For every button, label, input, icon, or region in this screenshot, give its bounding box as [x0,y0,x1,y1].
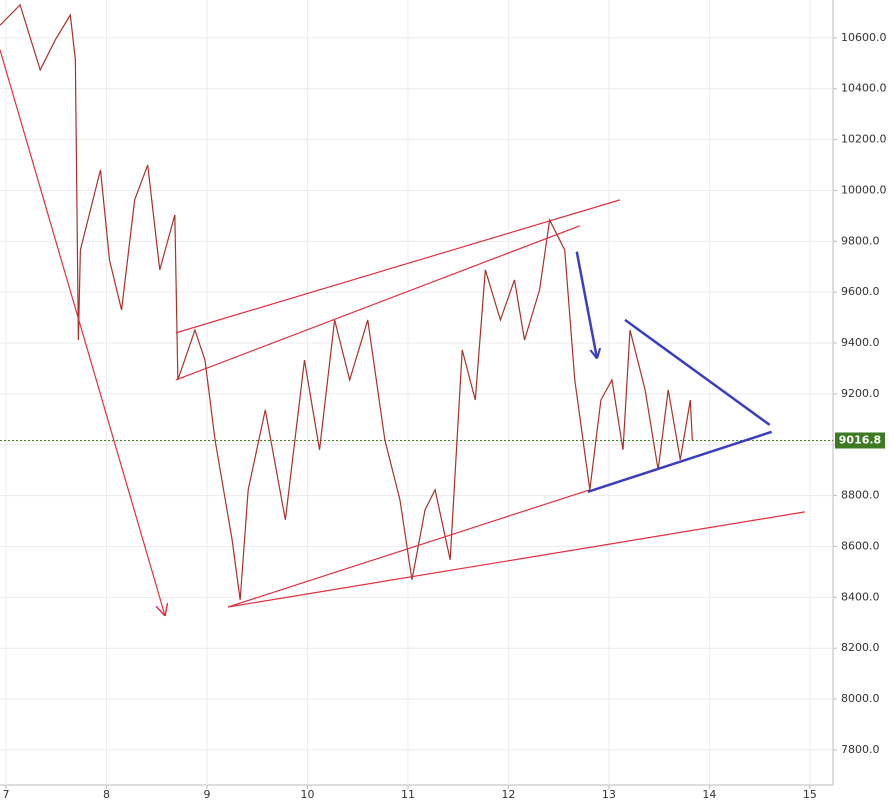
y-tick-label: 10000.0 [841,183,887,196]
trend-line [175,225,580,381]
trend-line [0,49,165,615]
y-tick-label: 7800.0 [841,743,880,756]
trend-line [624,318,771,426]
y-tick-label: 8400.0 [841,590,880,603]
y-tick-label: 10400.0 [841,82,887,95]
trend-line [175,199,621,334]
y-tick-label: 8000.0 [841,692,880,705]
last-price-box [835,432,885,449]
x-tick-label: 11 [401,788,415,801]
price-line [0,3,693,600]
y-tick-label: 9400.0 [841,336,880,349]
trend-line [227,511,805,608]
y-tick-label: 8800.0 [841,489,880,502]
trend-line [587,430,773,493]
last-price-label: 9016.8 [839,433,881,446]
x-tick-label: 7 [3,788,10,801]
trend-line [575,251,597,358]
x-tick-label: 9 [203,788,210,801]
x-tick-label: 15 [803,788,817,801]
x-tick-label: 13 [602,788,616,801]
trend-line [227,489,591,608]
y-tick-label: 9800.0 [841,234,880,247]
y-tick-label: 9600.0 [841,285,880,298]
y-tick-label: 10200.0 [841,133,887,146]
y-tick-label: 10600.0 [841,31,887,44]
x-tick-label: 12 [501,788,515,801]
x-tick-label: 14 [702,788,716,801]
x-tick-label: 8 [103,788,110,801]
y-tick-label: 8200.0 [841,641,880,654]
y-tick-label: 9200.0 [841,387,880,400]
y-tick-label: 8600.0 [841,539,880,552]
x-tick-label: 10 [300,788,314,801]
